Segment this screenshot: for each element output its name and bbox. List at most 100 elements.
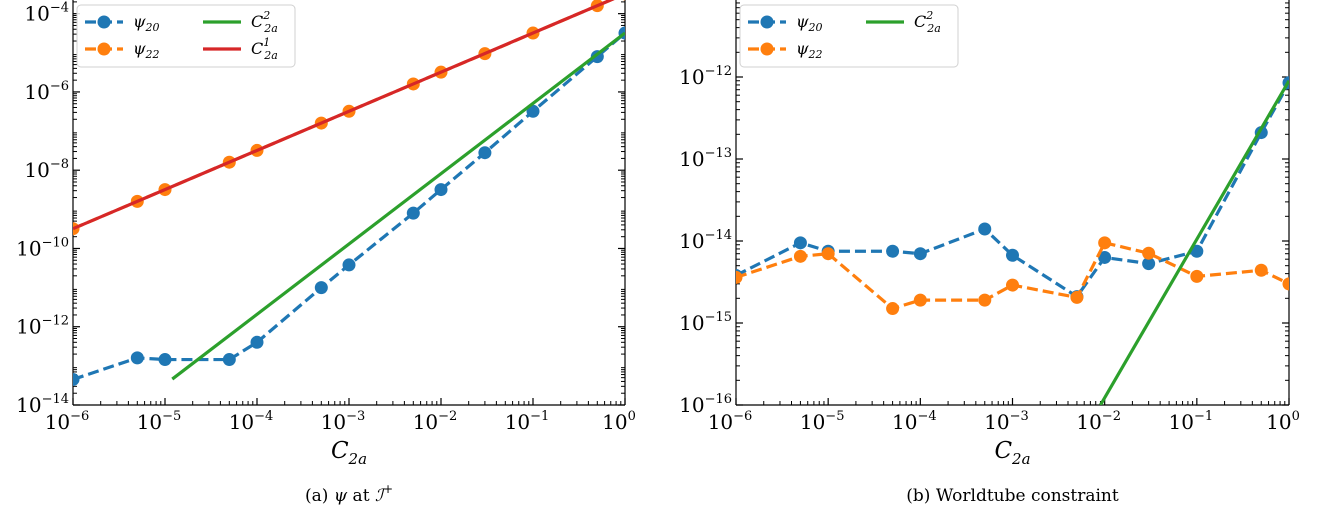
y-tick-exponent: −14 bbox=[705, 228, 732, 243]
x-axis-label-base: C bbox=[994, 438, 1012, 464]
y-tick-label: 10−12 bbox=[16, 314, 69, 339]
data-point bbox=[478, 146, 492, 160]
x-tick-label: 10−4 bbox=[229, 409, 274, 434]
y-tick-label: 10−14 bbox=[16, 392, 69, 417]
x-tick-base: 10 bbox=[413, 410, 438, 434]
x-tick-exponent: 0 bbox=[1292, 409, 1300, 424]
legend-label: C2 2a bbox=[914, 9, 941, 35]
x-tick-label: 10−5 bbox=[137, 409, 182, 434]
legend-marker bbox=[760, 15, 774, 29]
x-tick-label: 10−6 bbox=[708, 409, 753, 434]
x-tick-label: 10−6 bbox=[45, 409, 90, 434]
legend-marker bbox=[97, 42, 111, 56]
x-tick-exponent: −1 bbox=[530, 409, 549, 424]
legend-label-sup: 1 bbox=[263, 36, 270, 49]
x-tick-exponent: −2 bbox=[1102, 409, 1121, 424]
x-tick-base: 10 bbox=[800, 410, 825, 434]
x-tick-exponent: −5 bbox=[162, 409, 181, 424]
x-tick-exponent: −6 bbox=[70, 409, 89, 424]
legend-label-base: ψ bbox=[133, 39, 146, 58]
data-point bbox=[1142, 257, 1156, 271]
legend-label-base: C bbox=[251, 12, 263, 31]
data-point bbox=[222, 353, 236, 367]
legend-label: C1 2a bbox=[251, 36, 278, 62]
data-point bbox=[1190, 269, 1204, 283]
legend-label-sub: 2a bbox=[263, 49, 278, 62]
y-tick-base: 10 bbox=[24, 158, 49, 182]
legend-label-sub: 2a bbox=[263, 22, 278, 35]
legend-label: ψ22 bbox=[133, 39, 160, 61]
x-tick-label: 10−3 bbox=[984, 409, 1029, 434]
data-point bbox=[793, 236, 807, 250]
y-tick-exponent: −8 bbox=[50, 157, 69, 172]
data-point bbox=[314, 281, 328, 295]
x-tick-label: 10−2 bbox=[1076, 409, 1121, 434]
data-point bbox=[406, 206, 420, 220]
x-axis-label-sub: 2a bbox=[1011, 450, 1031, 468]
y-tick-base: 10 bbox=[679, 147, 704, 171]
x-tick-base: 10 bbox=[505, 410, 530, 434]
data-point bbox=[978, 293, 992, 307]
legend-label-base: ψ bbox=[796, 12, 809, 31]
panel-caption: (a) ψ at ℐ+ bbox=[305, 482, 393, 506]
series-line-20 bbox=[73, 31, 625, 381]
y-tick-base: 10 bbox=[24, 80, 49, 104]
data-point bbox=[1006, 278, 1019, 292]
data-point bbox=[1282, 277, 1289, 291]
data-point bbox=[526, 104, 540, 118]
data-point bbox=[130, 351, 144, 365]
legend-label-sub: 2a bbox=[926, 22, 941, 35]
data-point bbox=[736, 270, 743, 284]
data-point bbox=[793, 249, 807, 263]
x-axis-label: C2a bbox=[994, 438, 1030, 468]
y-tick-label: 10−4 bbox=[24, 1, 69, 26]
legend-label: ψ20 bbox=[133, 12, 160, 34]
x-tick-exponent: −1 bbox=[1194, 409, 1213, 424]
data-point bbox=[913, 293, 927, 307]
y-tick-exponent: −15 bbox=[705, 310, 732, 325]
x-axis-label-base: C bbox=[331, 438, 349, 464]
series-line-2a-pow2 bbox=[1099, 79, 1289, 405]
legend-label-sub: 22 bbox=[145, 48, 160, 61]
caption-mid: at bbox=[347, 486, 375, 506]
data-point bbox=[913, 247, 927, 261]
data-point bbox=[821, 247, 835, 261]
y-tick-label: 10−10 bbox=[16, 235, 69, 260]
legend-label: ψ22 bbox=[796, 39, 823, 61]
y-tick-exponent: −4 bbox=[50, 1, 69, 16]
y-tick-label: 10−16 bbox=[679, 392, 732, 417]
x-tick-exponent: −2 bbox=[438, 409, 457, 424]
data-point bbox=[73, 222, 80, 236]
y-tick-label: 10−12 bbox=[679, 64, 732, 89]
data-point bbox=[1070, 290, 1084, 304]
x-tick-exponent: −6 bbox=[733, 409, 752, 424]
caption-sup: + bbox=[383, 482, 393, 496]
legend-label-sup: 2 bbox=[925, 9, 933, 22]
y-tick-exponent: −13 bbox=[705, 146, 732, 161]
x-tick-exponent: −4 bbox=[254, 409, 273, 424]
x-tick-base: 10 bbox=[1076, 410, 1101, 434]
y-tick-label: 10−14 bbox=[679, 228, 732, 253]
data-point bbox=[1098, 250, 1112, 264]
x-tick-label: 10−1 bbox=[505, 409, 550, 434]
legend-label: C2 2a bbox=[251, 9, 278, 35]
x-tick-base: 10 bbox=[229, 410, 254, 434]
caption-text: (b) Worldtube constraint bbox=[906, 486, 1119, 506]
y-tick-exponent: −10 bbox=[42, 235, 69, 250]
y-tick-base: 10 bbox=[16, 236, 41, 260]
data-point bbox=[1254, 263, 1268, 277]
caption-script: ℐ bbox=[375, 486, 386, 506]
caption-symbol: ψ bbox=[334, 486, 348, 506]
y-tick-label: 10−15 bbox=[679, 310, 732, 335]
legend-label-sub: 22 bbox=[808, 48, 823, 61]
y-tick-label: 10−8 bbox=[24, 157, 69, 182]
plot-area bbox=[73, 0, 625, 386]
data-point bbox=[886, 244, 900, 258]
x-tick-base: 10 bbox=[1266, 410, 1291, 434]
x-tick-exponent: 0 bbox=[628, 409, 636, 424]
legend-label-sup: 2 bbox=[262, 9, 270, 22]
y-tick-exponent: −16 bbox=[705, 392, 732, 407]
